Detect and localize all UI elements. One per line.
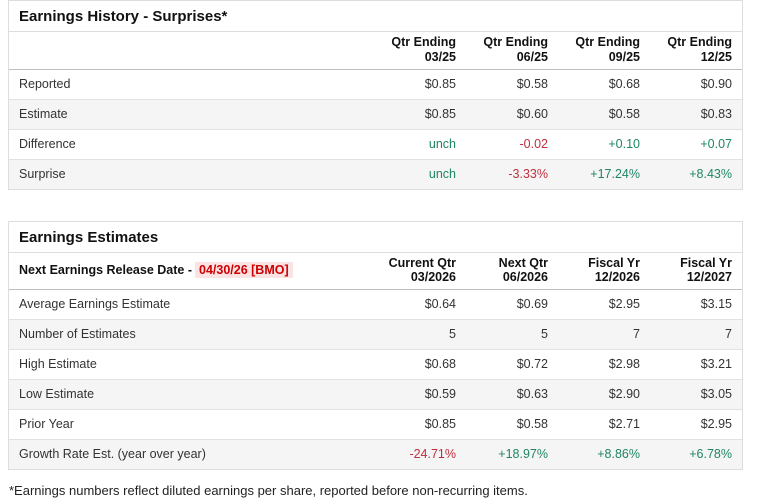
row-label: High Estimate — [9, 349, 374, 380]
table-row: Low Estimate $0.59 $0.63 $2.90 $3.05 — [9, 379, 742, 410]
earnings-history-title: Earnings History - Surprises* — [9, 1, 742, 32]
history-header-row: Qtr Ending 03/25 Qtr Ending 06/25 Qtr En… — [9, 32, 742, 70]
value-cell: 7 — [558, 319, 650, 350]
value-cell: $0.68 — [374, 349, 466, 380]
next-earnings-release-cell: Next Earnings Release Date -04/30/26 [BM… — [9, 252, 374, 290]
value-cell: $0.59 — [374, 379, 466, 410]
table-row: Average Earnings Estimate $0.64 $0.69 $2… — [9, 290, 742, 320]
table-row: Number of Estimates 5 5 7 7 — [9, 319, 742, 350]
row-label: Growth Rate Est. (year over year) — [9, 439, 374, 469]
column-header: Fiscal Yr 12/2026 — [558, 252, 650, 290]
value-cell: +8.86% — [558, 439, 650, 469]
row-label: Reported — [19, 76, 71, 91]
row-label: Number of Estimates — [9, 319, 374, 350]
value-cell: -3.33% — [466, 158, 558, 189]
value-cell: +17.24% — [558, 158, 650, 189]
column-header-line2: 12/2027 — [686, 270, 732, 285]
value-cell: +0.10 — [558, 128, 650, 159]
value-cell: $2.95 — [650, 409, 742, 440]
column-header: Fiscal Yr 12/2027 — [650, 252, 742, 290]
column-header: Qtr Ending 03/25 — [374, 32, 466, 70]
value-cell: 5 — [374, 319, 466, 350]
column-header-line1: Next Qtr — [498, 255, 548, 270]
row-label: Estimate — [9, 98, 374, 129]
earnings-history-panel: Earnings History - Surprises* Qtr Ending… — [8, 0, 743, 190]
value-cell: 5 — [466, 319, 558, 350]
column-header-line1: Qtr Ending — [667, 35, 732, 49]
value-cell: $0.85 — [424, 76, 456, 91]
earnings-estimates-panel: Earnings Estimates Next Earnings Release… — [8, 220, 743, 470]
column-header-line1: Fiscal Yr — [680, 255, 732, 270]
column-header-line2: 03/25 — [424, 49, 456, 64]
value-cell: 7 — [650, 319, 742, 350]
column-header-line1: Fiscal Yr — [588, 255, 640, 270]
value-cell: $3.05 — [650, 379, 742, 410]
value-cell: $0.85 — [374, 409, 466, 440]
column-header-line2: 06/25 — [516, 49, 548, 64]
table-row: High Estimate $0.68 $0.72 $2.98 $3.21 — [9, 349, 742, 380]
value-cell: +8.43% — [650, 158, 742, 189]
value-cell: +0.07 — [650, 128, 742, 159]
column-header-line2: 03/2026 — [410, 270, 456, 285]
value-cell: $3.15 — [700, 297, 732, 311]
column-header-line2: 09/25 — [608, 49, 640, 64]
release-date-label: Next Earnings Release Date - — [19, 262, 192, 277]
column-header: Qtr Ending 06/25 — [466, 32, 558, 70]
column-header-line2: 12/25 — [700, 49, 732, 64]
table-row: Difference unch -0.02 +0.10 +0.07 — [9, 128, 742, 159]
column-header-line2: 06/2026 — [502, 270, 548, 285]
column-header: Qtr Ending 12/25 — [650, 32, 742, 70]
column-header: Next Qtr 06/2026 — [466, 252, 558, 290]
column-header: Current Qtr 03/2026 — [374, 252, 466, 290]
value-cell: -24.71% — [374, 439, 466, 469]
value-cell: $0.63 — [466, 379, 558, 410]
earnings-history-table: Qtr Ending 03/25 Qtr Ending 06/25 Qtr En… — [9, 32, 742, 189]
value-cell: $0.60 — [466, 98, 558, 129]
footnote: *Earnings numbers reflect diluted earnin… — [9, 483, 528, 498]
row-label: Average Earnings Estimate — [19, 297, 171, 311]
value-cell: $0.69 — [516, 297, 548, 311]
history-corner-cell — [9, 32, 374, 70]
value-cell: $2.90 — [558, 379, 650, 410]
value-cell: +18.97% — [466, 439, 558, 469]
value-cell: $0.58 — [466, 409, 558, 440]
value-cell: $3.21 — [650, 349, 742, 380]
value-cell: $0.64 — [424, 297, 456, 311]
value-cell: $2.95 — [608, 297, 640, 311]
column-header-line2: 12/2026 — [594, 270, 640, 285]
row-label: Low Estimate — [9, 379, 374, 410]
value-cell: $2.71 — [558, 409, 650, 440]
column-header-line1: Current Qtr — [388, 255, 456, 270]
column-header: Qtr Ending 09/25 — [558, 32, 650, 70]
value-cell: $0.72 — [466, 349, 558, 380]
column-header-line1: Qtr Ending — [483, 35, 548, 49]
earnings-estimates-table: Next Earnings Release Date -04/30/26 [BM… — [9, 252, 742, 469]
earnings-estimates-title: Earnings Estimates — [9, 222, 742, 253]
table-row: Growth Rate Est. (year over year) -24.71… — [9, 439, 742, 469]
value-cell: $0.83 — [650, 98, 742, 129]
table-row: Prior Year $0.85 $0.58 $2.71 $2.95 — [9, 409, 742, 440]
value-cell: unch — [374, 128, 466, 159]
value-cell: $0.90 — [700, 76, 732, 91]
table-row: Reported $0.85 $0.58 $0.68 $0.90 — [9, 69, 742, 99]
value-cell: $0.68 — [608, 76, 640, 91]
value-cell: -0.02 — [466, 128, 558, 159]
row-label: Difference — [9, 128, 374, 159]
value-cell: $0.85 — [374, 98, 466, 129]
value-cell: +6.78% — [650, 439, 742, 469]
value-cell: $0.58 — [558, 98, 650, 129]
row-label: Surprise — [9, 158, 374, 189]
column-header-line1: Qtr Ending — [575, 35, 640, 49]
estimates-header-row: Next Earnings Release Date -04/30/26 [BM… — [9, 252, 742, 290]
row-label: Prior Year — [9, 409, 374, 440]
value-cell: $0.58 — [516, 76, 548, 91]
value-cell: unch — [374, 158, 466, 189]
table-row: Surprise unch -3.33% +17.24% +8.43% — [9, 158, 742, 189]
column-header-line1: Qtr Ending — [391, 35, 456, 49]
release-date-badge: 04/30/26 [BMO] — [195, 261, 293, 278]
table-row: Estimate $0.85 $0.60 $0.58 $0.83 — [9, 98, 742, 129]
value-cell: $2.98 — [558, 349, 650, 380]
